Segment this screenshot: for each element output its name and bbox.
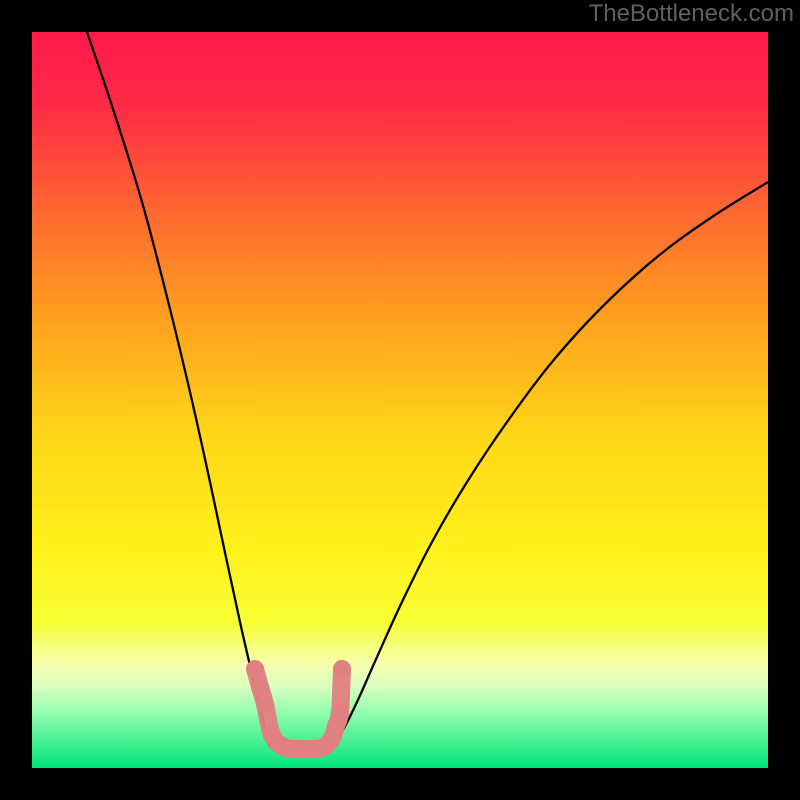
plot-area xyxy=(32,32,768,768)
curve-line xyxy=(87,32,270,747)
chart-frame: TheBottleneck.com xyxy=(0,0,800,800)
curve-line xyxy=(332,182,768,748)
valley-dot xyxy=(331,703,349,721)
valley-dot xyxy=(251,678,269,696)
valley-dot xyxy=(256,695,274,713)
valley-dot xyxy=(333,660,351,678)
watermark-text: TheBottleneck.com xyxy=(589,0,794,28)
curve-layer xyxy=(32,32,768,768)
valley-dot xyxy=(246,660,264,678)
